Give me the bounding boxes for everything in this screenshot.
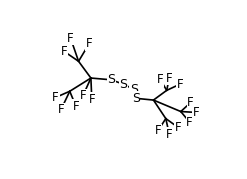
Text: S: S <box>130 83 138 96</box>
Text: F: F <box>80 89 86 102</box>
Text: F: F <box>175 121 182 134</box>
Text: F: F <box>73 100 79 113</box>
Text: S: S <box>107 73 115 86</box>
Text: F: F <box>157 73 164 86</box>
Text: F: F <box>61 45 68 58</box>
Text: F: F <box>187 96 194 109</box>
Text: F: F <box>88 93 95 106</box>
Text: F: F <box>177 78 183 91</box>
Text: S: S <box>132 92 140 105</box>
Text: S: S <box>120 78 127 91</box>
Text: F: F <box>186 116 193 129</box>
Text: F: F <box>52 91 59 104</box>
Text: F: F <box>166 72 173 84</box>
Text: F: F <box>86 37 92 50</box>
Text: F: F <box>67 32 74 45</box>
Text: F: F <box>155 124 161 137</box>
Text: F: F <box>166 128 173 141</box>
Text: F: F <box>58 103 64 116</box>
Text: F: F <box>192 106 199 119</box>
